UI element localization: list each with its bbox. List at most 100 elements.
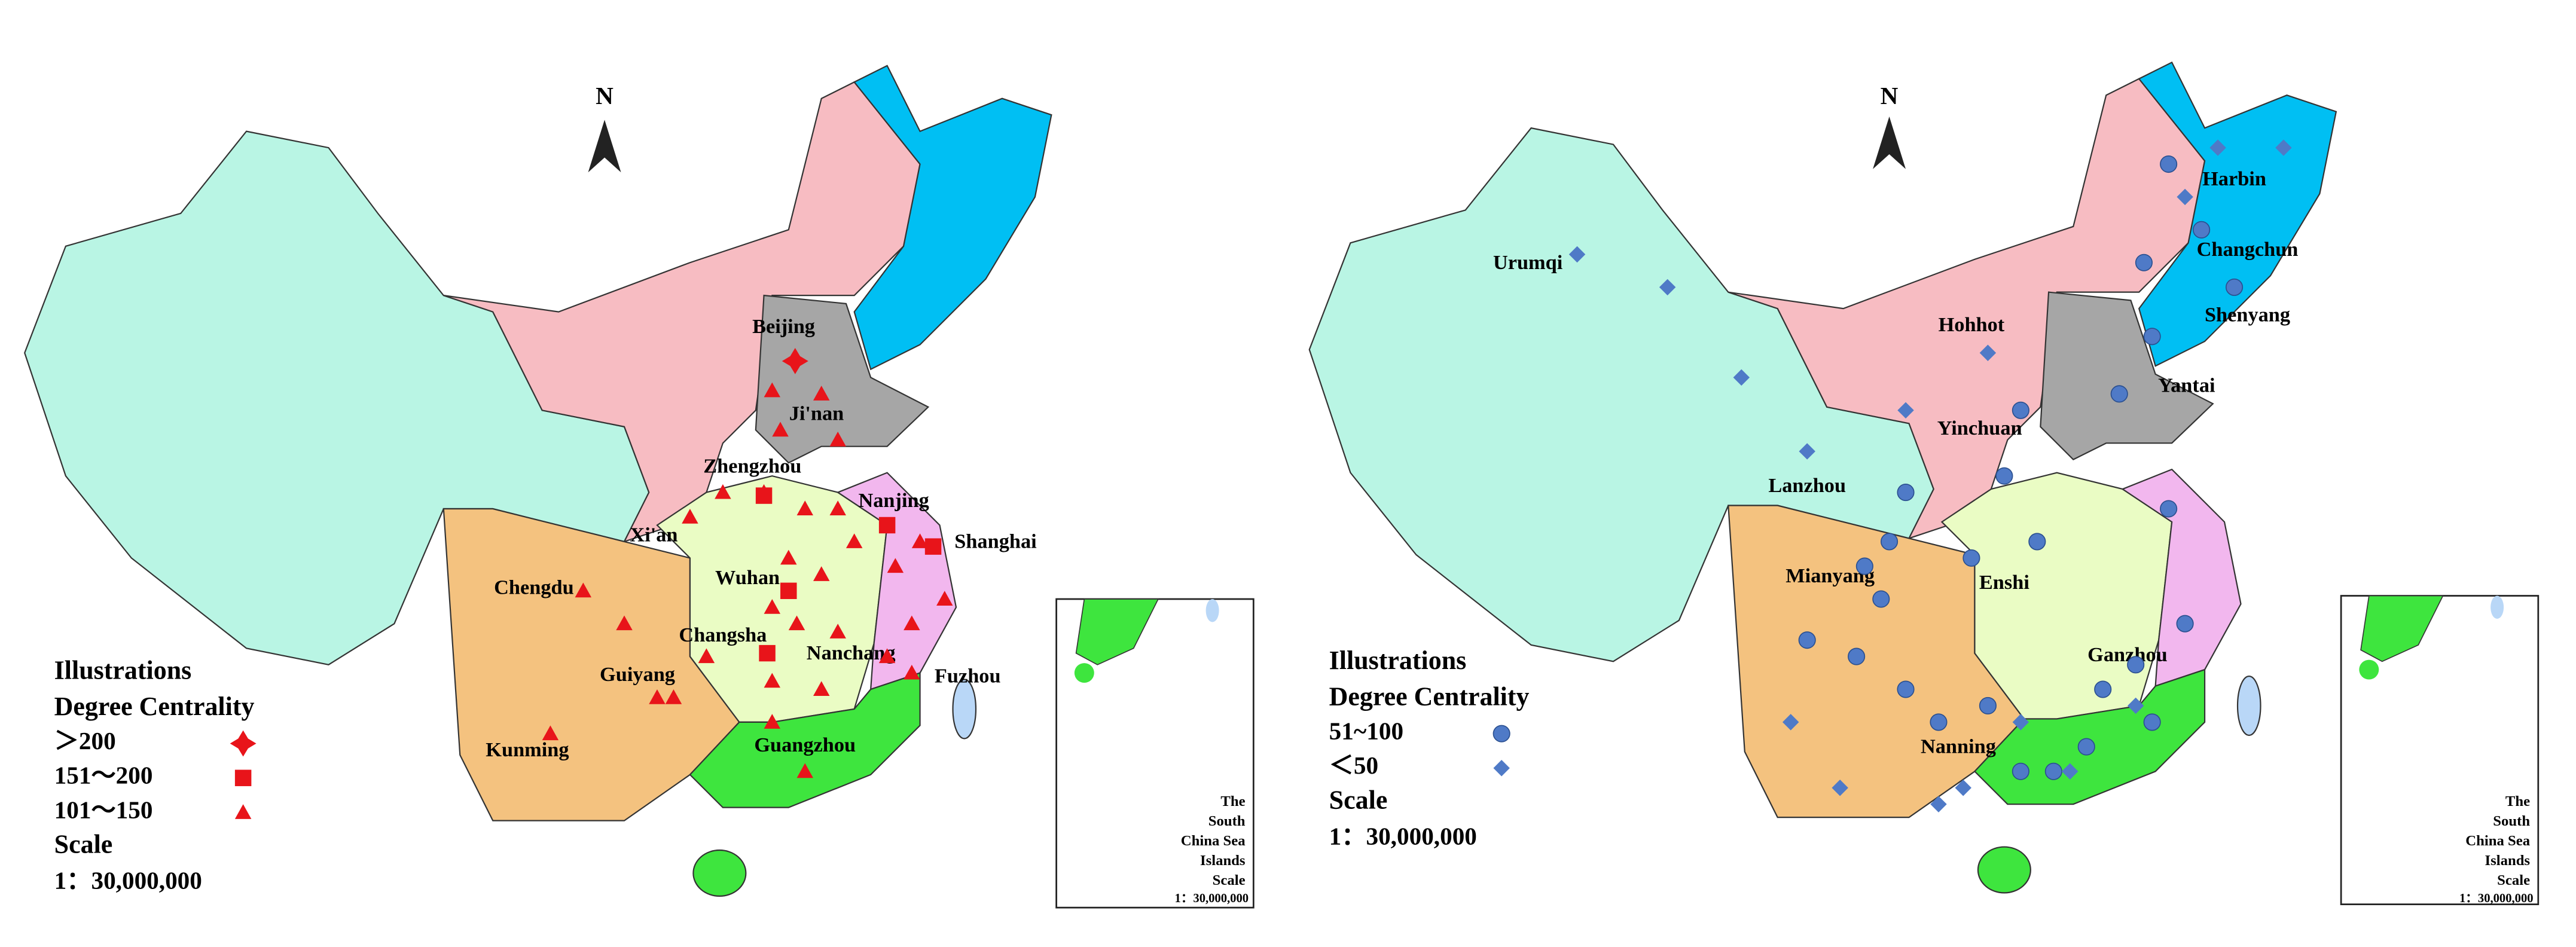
- marker: [1979, 344, 1997, 361]
- inset-label: Scale: [1213, 872, 1246, 888]
- marker: [2176, 615, 2194, 633]
- marker: [542, 725, 559, 741]
- marker: [878, 648, 896, 664]
- city-label: Hohhot: [1939, 313, 2005, 336]
- marker: [682, 509, 698, 524]
- marker: [234, 804, 252, 819]
- marker: [796, 763, 813, 778]
- marker: [1848, 647, 1866, 665]
- marker: [1493, 725, 1510, 743]
- marker: [887, 558, 904, 573]
- marker: [764, 714, 781, 729]
- marker: [616, 615, 633, 631]
- inset-label: China Sea: [1181, 833, 1246, 849]
- marker: [234, 769, 252, 786]
- marker: [715, 484, 731, 499]
- marker: [2177, 188, 2193, 206]
- inset-label: China Sea: [2465, 833, 2530, 849]
- marker: [904, 664, 920, 680]
- marker: [1995, 467, 2013, 485]
- inset-scale: 1：30,000,000: [2459, 892, 2534, 905]
- inset-label: The: [1220, 793, 1245, 809]
- city-label: Yinchuan: [1937, 417, 2022, 439]
- marker: [2077, 738, 2095, 756]
- marker: [2127, 656, 2145, 674]
- marker: [2028, 533, 2046, 551]
- marker: [1493, 760, 1510, 777]
- city-label: Kunming: [486, 738, 569, 761]
- scale-value: 1：30,000,000: [54, 866, 202, 894]
- marker: [2012, 762, 2029, 780]
- city-label: Changsha: [679, 624, 767, 646]
- marker: [780, 549, 797, 565]
- marker: [911, 533, 929, 548]
- scale-value: 1：30,000,000: [1329, 822, 1477, 850]
- north-label: N: [1881, 82, 1899, 109]
- inset-label: The: [2505, 793, 2530, 809]
- city-label: Lanzhou: [1768, 474, 1846, 497]
- marker: [2143, 713, 2161, 731]
- city-label: Guangzhou: [754, 734, 856, 756]
- marker: [829, 624, 846, 639]
- marker: [772, 421, 789, 437]
- marker: [1930, 713, 1948, 731]
- marker: [2094, 680, 2112, 698]
- marker: [796, 500, 813, 516]
- city-label: Yantai: [2158, 374, 2215, 397]
- legend-subtitle: Degree Centrality: [1329, 682, 1530, 711]
- city-label: Enshi: [1979, 571, 2029, 594]
- inset-label: South: [2493, 813, 2530, 829]
- legend-title: Illustrations: [54, 656, 192, 685]
- marker: [1897, 484, 1915, 502]
- city-label: Ji'nan: [789, 402, 844, 424]
- city-label: Nanjing: [858, 489, 929, 512]
- marker: [813, 386, 830, 401]
- marker: [649, 689, 666, 704]
- marker: [2127, 697, 2144, 714]
- inset-label: South: [1208, 813, 1246, 829]
- marker: [2110, 385, 2128, 403]
- marker: [2193, 221, 2211, 239]
- scale-title: Scale: [1329, 786, 1388, 815]
- marker: [2143, 328, 2161, 346]
- marker: [2062, 763, 2078, 780]
- legend-class: ＞200: [54, 727, 116, 754]
- city-label: Wuhan: [715, 566, 780, 589]
- marker: [813, 681, 830, 696]
- marker: [782, 347, 808, 374]
- city-label: Urumqi: [1493, 251, 1563, 274]
- marker: [1568, 246, 1586, 263]
- marker: [2275, 139, 2292, 156]
- marker: [878, 517, 896, 534]
- marker: [698, 648, 715, 664]
- marker: [1897, 402, 1914, 419]
- marker: [230, 730, 257, 757]
- legend-class: 151～200: [54, 762, 153, 789]
- city-label: Xi'an: [630, 524, 677, 546]
- left-map: [23, 65, 1255, 909]
- marker: [1881, 533, 1899, 551]
- marker: [759, 644, 776, 662]
- marker: [780, 582, 797, 600]
- scale-title: Scale: [54, 830, 113, 859]
- city-label: Fuzhou: [935, 665, 1001, 688]
- marker: [936, 591, 953, 606]
- marker: [1855, 557, 1873, 575]
- city-label: Beijing: [752, 315, 815, 338]
- legend-class: ＜50: [1329, 752, 1378, 779]
- marker: [813, 566, 830, 581]
- marker: [2160, 155, 2178, 173]
- inset-label: Scale: [2497, 872, 2530, 888]
- north-label: N: [596, 82, 614, 109]
- marker: [829, 500, 846, 516]
- marker: [1962, 549, 1980, 567]
- inset-label: Islands: [2485, 853, 2530, 869]
- marker: [904, 615, 920, 631]
- marker: [846, 533, 863, 548]
- city-label: Chengdu: [494, 576, 574, 598]
- marker: [1798, 631, 1816, 649]
- marker: [924, 538, 942, 555]
- marker: [2012, 401, 2029, 419]
- city-label: Shenyang: [2205, 304, 2290, 326]
